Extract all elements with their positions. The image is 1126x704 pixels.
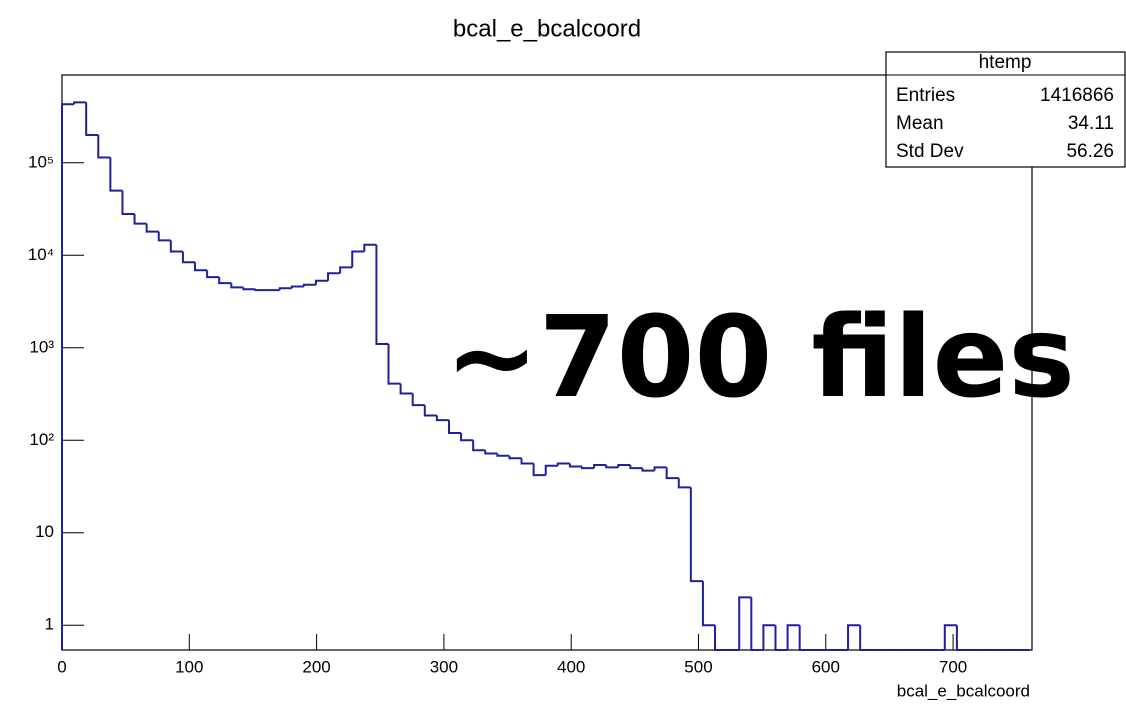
- histogram-bin: [242, 287, 256, 291]
- histogram-bin: [181, 251, 196, 264]
- x-tick-label: 600: [812, 657, 840, 676]
- histogram-bin: [254, 289, 268, 292]
- stats-frame: [885, 51, 1126, 168]
- histogram-bin: [556, 462, 570, 466]
- histogram-bin: [653, 466, 667, 471]
- histogram-bin: [447, 420, 462, 434]
- histogram-bin: [411, 393, 425, 407]
- histogram-bin: [351, 250, 365, 268]
- stats-key: Std Dev: [896, 141, 964, 162]
- x-tick-label: 400: [557, 657, 585, 676]
- histogram-bin: [665, 467, 679, 480]
- x-tick-label: 700: [939, 657, 967, 676]
- histogram-bin: [484, 450, 498, 455]
- histogram-bin: [568, 463, 583, 468]
- histogram-bin: [206, 270, 220, 279]
- histogram-bin: [617, 464, 631, 468]
- histogram-bin: [762, 624, 776, 650]
- y-tick-label: 10³: [29, 337, 54, 356]
- histogram-bin: [290, 285, 304, 289]
- histogram-bin: [327, 272, 341, 281]
- histogram-bin: [387, 343, 401, 385]
- histogram-bin: [508, 455, 522, 460]
- histogram-bin: [194, 262, 208, 272]
- histogram-bin: [399, 383, 413, 395]
- stats-value: 34.11: [1068, 113, 1114, 134]
- histogram-bin: [169, 240, 183, 253]
- histogram-bin: [145, 223, 159, 233]
- histogram-bin: [73, 101, 87, 105]
- histogram-bin: [544, 464, 558, 476]
- histogram-bin: [460, 432, 474, 442]
- histogram-bin: [97, 134, 111, 159]
- x-tick-label: 500: [684, 657, 712, 676]
- histogram-bin: [943, 624, 957, 650]
- histogram-bin: [339, 266, 353, 274]
- histogram-bin: [423, 405, 437, 417]
- histogram-bin: [593, 464, 607, 469]
- histogram-bin: [605, 465, 619, 469]
- histogram-bin: [798, 625, 812, 651]
- histogram-bin: [786, 624, 800, 650]
- x-tick-label: 0: [57, 657, 66, 676]
- stats-key: Entries: [896, 85, 955, 106]
- histogram-bin: [689, 487, 703, 583]
- histogram-bin: [121, 190, 135, 215]
- histogram-bin: [955, 625, 969, 651]
- stats-title: htemp: [979, 52, 1032, 73]
- histogram-bin: [133, 213, 147, 225]
- histogram-bin: [472, 440, 486, 452]
- histogram-bin: [641, 468, 655, 472]
- x-axis-label: bcal_e_bcalcoord: [897, 681, 1030, 700]
- chart-title: bcal_e_bcalcoord: [453, 15, 641, 42]
- y-tick-label: 10²: [29, 430, 54, 449]
- histogram-bin: [750, 597, 764, 651]
- histogram-bin: [375, 244, 389, 345]
- histogram-bin: [532, 463, 546, 477]
- histogram-bin: [157, 231, 171, 242]
- y-tick-label: 10⁵: [28, 152, 54, 171]
- histogram-bin: [677, 478, 691, 489]
- histogram-bin: [520, 458, 534, 465]
- histogram-bin: [701, 581, 716, 627]
- histogram-bin: [714, 625, 728, 651]
- histogram-bin: [847, 624, 861, 650]
- histogram-bin: [218, 277, 232, 285]
- histogram-bin: [314, 279, 329, 285]
- histogram-bin: [61, 103, 75, 650]
- histogram-bin: [278, 287, 292, 291]
- histogram-bin: [859, 625, 873, 651]
- y-tick-label: 1: [45, 615, 54, 634]
- stats-key: Mean: [896, 113, 944, 134]
- histogram-bin: [738, 596, 752, 650]
- y-tick-label: 10: [35, 522, 54, 541]
- histogram-bin: [302, 283, 316, 287]
- histogram-bin: [496, 453, 510, 457]
- histogram-bin: [85, 102, 99, 136]
- histogram-bin: [109, 157, 123, 192]
- annotation: ~700 files: [445, 293, 1075, 423]
- x-tick-label: 200: [302, 657, 330, 676]
- histogram-bin: [774, 625, 788, 651]
- histogram-bin: [435, 415, 449, 422]
- x-tick-label: 300: [430, 657, 458, 676]
- histogram-bin: [363, 243, 377, 252]
- histogram-bin: [230, 283, 244, 289]
- stats-value: 56.26: [1066, 141, 1114, 162]
- histogram-bin: [581, 466, 595, 470]
- stats-value: 1416866: [1040, 85, 1114, 106]
- histogram-bin: [629, 465, 643, 470]
- stats-box: htemp Entries 1416866 Mean 34.11 Std Dev…: [885, 51, 1126, 168]
- x-tick-label: 100: [175, 657, 203, 676]
- y-tick-label: 10⁴: [28, 245, 54, 264]
